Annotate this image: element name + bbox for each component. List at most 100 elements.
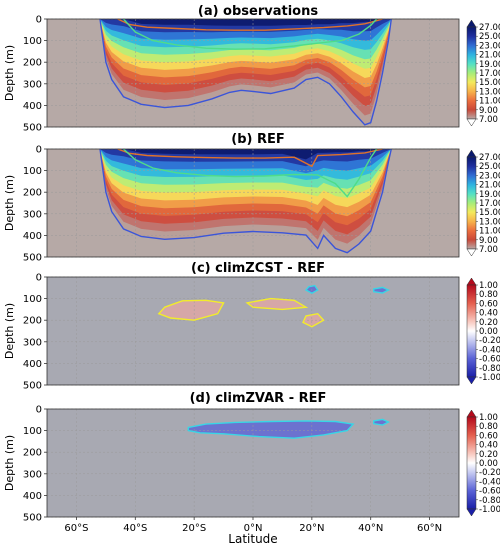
y-tick-label: 200 <box>23 448 42 459</box>
colorbar-body <box>466 156 477 250</box>
colorbar: 1.000.800.600.400.200.00-0.20-0.40-0.60-… <box>466 277 500 385</box>
colorbar-label: 17.00 <box>479 199 500 209</box>
x-tick-label: 60°S <box>64 523 88 534</box>
y-tick-label: 400 <box>23 231 42 242</box>
y-tick-label: 300 <box>23 79 42 90</box>
colorbar-label: 0.00 <box>479 459 498 469</box>
colorbar-label: 0.40 <box>479 309 498 319</box>
y-tick-label: 400 <box>23 359 42 370</box>
colorbar-label: 23.00 <box>479 41 500 51</box>
cyan-contour-2 <box>373 418 391 426</box>
colorbar-extend-bottom <box>466 118 477 127</box>
colorbar: 27.0025.0023.0021.0019.0017.0015.0013.00… <box>466 19 500 127</box>
blue-contour <box>99 18 392 126</box>
colorbar-extend-top <box>466 277 477 286</box>
contours <box>157 284 391 328</box>
colorbar-extend-top <box>466 19 477 28</box>
y-tick-label: 500 <box>23 253 42 264</box>
y-tick-label: 100 <box>23 294 42 305</box>
plot-frame <box>46 18 460 128</box>
colorbar-label: 17.00 <box>479 69 500 79</box>
contours <box>99 18 392 126</box>
green-contour <box>123 148 378 198</box>
colorbar-label: -0.20 <box>479 468 500 478</box>
contours <box>99 148 392 254</box>
y-axis-label: Depth (m) <box>3 175 16 231</box>
colorbar-label: 1.00 <box>479 413 498 423</box>
colorbar-label: 21.00 <box>479 51 500 61</box>
panel-title: (d) climZVAR - REF <box>190 391 327 406</box>
orange-contour <box>117 148 383 168</box>
panel-c: (c) climZCST - REF 0 100 200 300 400 500 Dept… <box>3 261 500 392</box>
x-tick-label: 60°N <box>417 523 442 534</box>
y-tick-label: 0 <box>36 145 42 156</box>
blue-contour <box>99 148 392 254</box>
y-tick-label: 500 <box>23 381 42 392</box>
colorbar-label: -1.00 <box>479 373 500 383</box>
colorbar-label: -0.60 <box>479 487 500 497</box>
yellow-contour <box>157 299 225 321</box>
y-tick-label: 100 <box>23 36 42 47</box>
colorbar-label: 9.00 <box>479 106 498 116</box>
x-tick-label: 20°N <box>299 523 324 534</box>
y-tick-label: 400 <box>23 491 42 502</box>
y-tick-label: 500 <box>23 513 42 524</box>
anomaly-patch <box>247 298 306 310</box>
colorbar-label: 11.00 <box>479 227 500 237</box>
plot-area: 0 100 200 300 400 500 <box>23 15 460 134</box>
y-axis-label: Depth (m) <box>3 435 16 491</box>
contours <box>187 418 391 439</box>
colorbar-label: 11.00 <box>479 97 500 107</box>
x-tick-label: 40°S <box>123 523 147 534</box>
y-tick-label: 200 <box>23 316 42 327</box>
colorbar-label: 7.00 <box>479 245 498 255</box>
panel-title: (b) REF <box>231 132 285 147</box>
colorbar-label: -0.40 <box>479 345 500 355</box>
y-tick-label: 100 <box>23 166 42 177</box>
yellow-contour-3 <box>302 312 325 328</box>
colorbar-label: 0.80 <box>479 290 498 300</box>
y-tick-label: 0 <box>36 15 42 26</box>
colorbar-label: 21.00 <box>479 181 500 191</box>
x-tick-label: 20°S <box>182 523 206 534</box>
y-tick-label: 0 <box>36 273 42 284</box>
plot-area: 0 100 200 300 400 500 <box>23 273 460 392</box>
colorbar-label: 27.00 <box>479 23 500 33</box>
colorbar-label: 0.20 <box>479 450 498 460</box>
orange-contour <box>117 18 383 31</box>
y-ticks: 0 100 200 300 400 500 <box>23 15 47 134</box>
colorbar-label: 0.00 <box>479 327 498 337</box>
colorbar-label: 19.00 <box>479 190 500 200</box>
colorbar-label: 15.00 <box>479 78 500 88</box>
colorbar-extend-bottom <box>466 508 477 517</box>
colorbar-label: -0.40 <box>479 477 500 487</box>
colorbar-label: -0.20 <box>479 336 500 346</box>
panel-title: (c) climZCST - REF <box>191 261 325 276</box>
colorbar-label: 0.60 <box>479 431 498 441</box>
colorbar-label: -0.80 <box>479 496 500 506</box>
y-tick-label: 300 <box>23 209 42 220</box>
y-axis-label: Depth (m) <box>3 303 16 359</box>
panel-title: (a) observations <box>198 4 318 19</box>
y-tick-label: 200 <box>23 188 42 199</box>
colorbar: 27.0025.0023.0021.0019.0017.0015.0013.00… <box>466 149 500 257</box>
y-ticks: 0 100 200 300 400 500 <box>23 405 47 524</box>
colorbar-label: 27.00 <box>479 153 500 163</box>
y-ticks: 0 100 200 300 400 500 <box>23 273 47 392</box>
colorbar-label: -1.00 <box>479 505 500 515</box>
colorbar: 1.000.800.600.400.200.00-0.20-0.40-0.60-… <box>466 409 500 517</box>
temperature-band <box>100 19 392 26</box>
y-tick-label: 300 <box>23 337 42 348</box>
colorbar-label: 13.00 <box>479 217 500 227</box>
colorbar-label: 0.40 <box>479 441 498 451</box>
colorbar-label: 9.00 <box>479 236 498 246</box>
panel-d: (d) climZVAR - REF 0 100 200 300 400 500 60°S… <box>3 391 500 546</box>
colorbar-label: -0.80 <box>479 364 500 374</box>
cyan-contour-2 <box>373 286 391 294</box>
colorbar-label: 15.00 <box>479 208 500 218</box>
y-tick-label: 400 <box>23 101 42 112</box>
plot-frame <box>46 276 460 386</box>
yellow-contour-2 <box>245 297 309 311</box>
colorbar-label: 0.80 <box>479 422 498 432</box>
